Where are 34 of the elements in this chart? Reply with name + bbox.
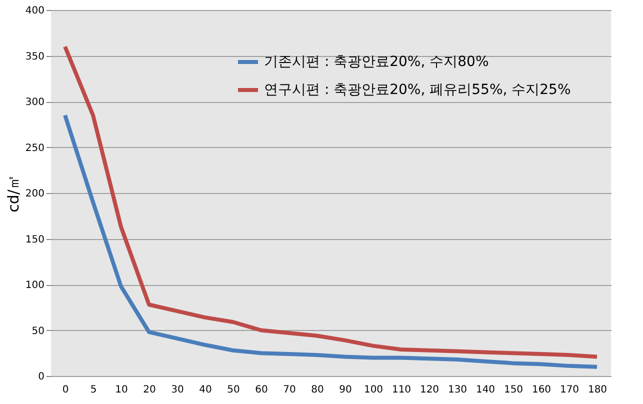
x-tick-label: 160 <box>532 384 552 396</box>
x-tick-label: 50 <box>227 384 240 396</box>
y-tick-label: 400 <box>25 6 44 16</box>
x-tick-label: 140 <box>476 384 496 396</box>
line-series <box>63 113 599 369</box>
y-tick-label: 0 <box>38 372 44 382</box>
y-tick-label: 150 <box>25 234 44 246</box>
x-tick-label: 40 <box>199 384 212 396</box>
y-tick-label: 300 <box>25 97 44 108</box>
x-tick-label: 170 <box>560 384 580 396</box>
legend-label: 기존시편 : 축광안료20%, 수지80% <box>264 54 489 70</box>
x-tick-label: 0 <box>62 384 69 396</box>
x-tick-label: 180 <box>588 384 608 396</box>
line-series <box>63 44 599 359</box>
x-tick-label: 20 <box>143 384 156 396</box>
x-tick-label: 60 <box>255 384 268 396</box>
x-tick-label: 70 <box>283 384 296 396</box>
x-tick-label: 110 <box>392 384 412 396</box>
x-tick-label: 30 <box>171 384 184 396</box>
x-tick-label: 5 <box>90 384 97 396</box>
x-tick-label: 80 <box>311 384 324 396</box>
y-tick-label: 250 <box>25 142 44 154</box>
y-tick-label: 350 <box>25 51 44 62</box>
x-tick-label: 130 <box>448 384 468 396</box>
x-tick-label: 150 <box>504 384 524 396</box>
y-axis-title: cd/㎡ <box>4 174 22 212</box>
x-tick-label: 10 <box>115 384 128 396</box>
x-tick-label: 90 <box>339 384 352 396</box>
x-tick-label: 120 <box>420 384 440 396</box>
y-tick-label: 100 <box>25 280 44 291</box>
legend-label: 연구시편 : 축광안료20%, 폐유리55%, 수지25% <box>264 82 571 98</box>
y-tick-label: 50 <box>32 326 44 337</box>
x-tick-label: 100 <box>364 384 384 396</box>
y-tick-label: 200 <box>25 188 44 200</box>
